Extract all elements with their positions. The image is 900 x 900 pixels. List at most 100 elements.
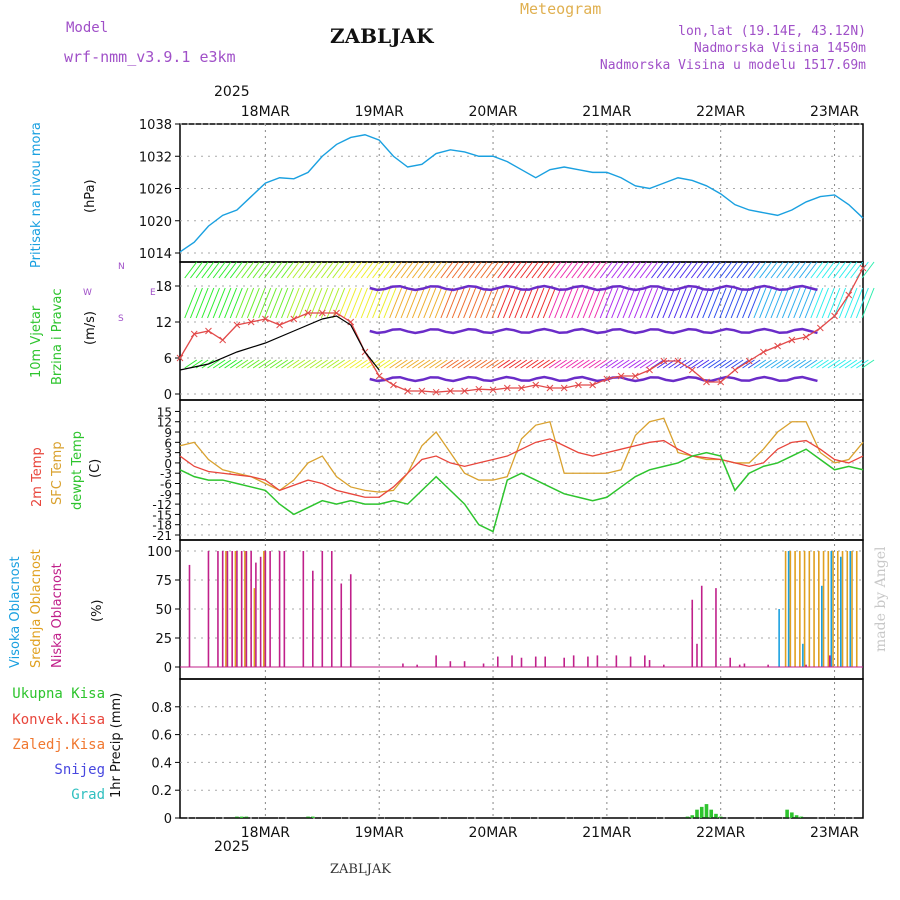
wind-barb [332, 261, 346, 279]
wind-barb [634, 359, 647, 369]
date-tick-bottom: 19MAR [355, 825, 404, 841]
precip-bar [709, 809, 714, 818]
wind-barb [719, 287, 733, 319]
wind-barb [417, 261, 431, 279]
wind-barb [713, 261, 727, 279]
wind-barb [406, 261, 420, 279]
wind-barb [616, 261, 630, 279]
wind-barb [446, 359, 459, 369]
wind-barb [747, 287, 761, 319]
wind-barb [565, 261, 579, 279]
wind-barb [804, 287, 818, 319]
wind-barb [713, 359, 727, 369]
date-tick-top: 18MAR [241, 104, 290, 120]
wind-barb [770, 359, 784, 369]
wind-barb [451, 287, 465, 319]
wind-barb [861, 359, 875, 369]
wind-barb [770, 287, 784, 319]
wind-barb [810, 287, 824, 319]
wind-barb [747, 261, 761, 279]
wind-barb [810, 359, 824, 369]
wind-speed-marker [247, 318, 255, 326]
wind-barb [531, 287, 545, 319]
wind-barb [292, 359, 306, 369]
wind-barb [730, 261, 744, 279]
wind-barb [218, 287, 232, 319]
wind-barb [286, 359, 300, 369]
wind-speed-marker [304, 309, 312, 317]
precip-bar [690, 815, 695, 818]
wind-barb [850, 359, 863, 369]
wind-barb [269, 359, 283, 369]
wind-barb [303, 359, 317, 369]
wind-speed-marker [489, 386, 497, 394]
date-tick-top: 23MAR [810, 104, 859, 120]
wind-barb [480, 261, 494, 279]
wind-barb [793, 359, 807, 369]
wind-barb [821, 287, 835, 319]
wind-barb [389, 287, 403, 319]
wind-barb [263, 287, 277, 319]
wind-barb [411, 287, 425, 319]
coords-label: lon,lat (19.14E, 43.12N) [678, 24, 866, 39]
wind-barb [252, 359, 266, 369]
wind-barb [366, 261, 380, 279]
wind-speed-marker [703, 378, 710, 386]
wind-barb [651, 359, 664, 369]
wind-barb [816, 287, 829, 319]
wind-barb [679, 261, 693, 279]
wind-barb [759, 287, 773, 319]
wind-barb [816, 359, 829, 369]
y-tick-label: 0.4 [151, 756, 172, 771]
wind-barb [702, 359, 715, 369]
y-tick-label: -3 [160, 467, 172, 481]
y-tick-label: 0.2 [151, 784, 172, 799]
wind-barb [485, 287, 499, 319]
wind-barb [753, 287, 767, 319]
wind-barb [605, 261, 619, 279]
wind-barb [707, 287, 721, 319]
wind-barb [355, 359, 368, 369]
wind-barb [292, 261, 306, 279]
wind-barb [315, 261, 329, 279]
y-tick-label: -6 [160, 478, 172, 492]
wind-barb [491, 359, 505, 369]
wind-barb [366, 287, 380, 319]
compass-w: W [83, 288, 92, 298]
wind-barb [451, 261, 465, 279]
wind-barb [537, 359, 550, 369]
wind-speed-marker [432, 388, 440, 396]
wind-barb [480, 359, 493, 369]
wind-barb [235, 287, 249, 319]
wind-barb [560, 359, 573, 369]
station-title: ZABLJAK [330, 24, 434, 48]
wind-barb [326, 261, 340, 279]
wind-barb [275, 359, 289, 369]
wind-barb [201, 287, 215, 319]
wind-barb [258, 261, 272, 279]
wind-barb [394, 261, 408, 279]
wind-speed-marker [802, 333, 810, 341]
y-tick-label: 15 [157, 405, 172, 419]
wind-barb [691, 359, 704, 369]
wind-barb [497, 261, 511, 279]
wind-barb [218, 359, 232, 369]
wind-barb [531, 359, 545, 369]
wind-barb [611, 359, 624, 369]
wind-barb [662, 287, 676, 319]
y-tick-label: 0.6 [151, 729, 172, 744]
wind-barb [309, 359, 323, 369]
precip-legend-snow: Snijeg [54, 762, 105, 778]
y-tick-label: 1032 [139, 150, 172, 165]
wind-barb [781, 287, 795, 319]
wind-barb [702, 287, 716, 319]
date-tick-top: 22MAR [696, 104, 745, 120]
wind-barb [486, 359, 499, 369]
wind-speed-marker [447, 387, 454, 395]
wind-barb [468, 261, 482, 279]
date-tick-bottom: 21MAR [582, 825, 631, 841]
wind-barb [338, 261, 351, 279]
date-tick-top: 21MAR [582, 104, 631, 120]
wind-barb [252, 287, 266, 319]
